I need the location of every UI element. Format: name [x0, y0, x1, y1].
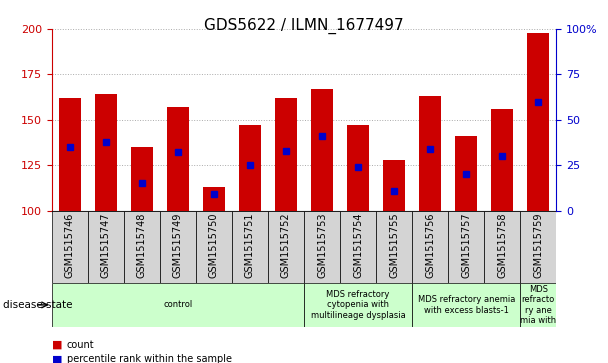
Bar [383, 160, 405, 211]
Bar [268, 211, 304, 283]
Bar [491, 109, 513, 211]
Bar [520, 211, 556, 283]
Bar [196, 211, 232, 283]
Bar [376, 211, 412, 283]
Bar [528, 33, 549, 211]
Bar [59, 98, 80, 211]
Bar [304, 211, 340, 283]
Bar [304, 283, 412, 327]
Bar [52, 283, 304, 327]
Text: ■: ■ [52, 354, 62, 363]
Text: GSM1515746: GSM1515746 [64, 213, 75, 278]
Bar [239, 125, 261, 211]
Text: GSM1515758: GSM1515758 [497, 213, 507, 278]
Bar [347, 125, 369, 211]
Bar [203, 187, 225, 211]
Bar [520, 283, 556, 327]
Text: percentile rank within the sample: percentile rank within the sample [67, 354, 232, 363]
Bar [131, 147, 153, 211]
Text: count: count [67, 340, 94, 350]
Bar [420, 96, 441, 211]
Text: ■: ■ [52, 340, 62, 350]
Text: MDS refractory anemia
with excess blasts-1: MDS refractory anemia with excess blasts… [418, 295, 515, 315]
Text: GDS5622 / ILMN_1677497: GDS5622 / ILMN_1677497 [204, 18, 404, 34]
Bar [484, 211, 520, 283]
Text: GSM1515755: GSM1515755 [389, 213, 399, 278]
Bar [412, 211, 448, 283]
Bar [275, 98, 297, 211]
Text: MDS
refracto
ry ane
mia with: MDS refracto ry ane mia with [520, 285, 556, 325]
Text: GSM1515753: GSM1515753 [317, 213, 327, 278]
Text: GSM1515751: GSM1515751 [245, 213, 255, 278]
Text: GSM1515759: GSM1515759 [533, 213, 544, 278]
Text: disease state: disease state [3, 300, 72, 310]
Bar [52, 211, 88, 283]
Bar [95, 94, 117, 211]
Text: GSM1515754: GSM1515754 [353, 213, 363, 278]
Bar [124, 211, 160, 283]
Bar [160, 211, 196, 283]
Bar [311, 89, 333, 211]
Text: GSM1515749: GSM1515749 [173, 213, 183, 278]
Text: GSM1515750: GSM1515750 [209, 213, 219, 278]
Bar [455, 136, 477, 211]
Bar [448, 211, 484, 283]
Bar [340, 211, 376, 283]
Bar [412, 283, 520, 327]
Text: control: control [163, 301, 193, 309]
Text: GSM1515747: GSM1515747 [101, 213, 111, 278]
Bar [167, 107, 188, 211]
Bar [88, 211, 124, 283]
Text: GSM1515756: GSM1515756 [425, 213, 435, 278]
Text: GSM1515748: GSM1515748 [137, 213, 147, 278]
Text: MDS refractory
cytopenia with
multilineage dysplasia: MDS refractory cytopenia with multilinea… [311, 290, 406, 320]
Text: GSM1515757: GSM1515757 [461, 213, 471, 278]
Text: GSM1515752: GSM1515752 [281, 213, 291, 278]
Bar [232, 211, 268, 283]
